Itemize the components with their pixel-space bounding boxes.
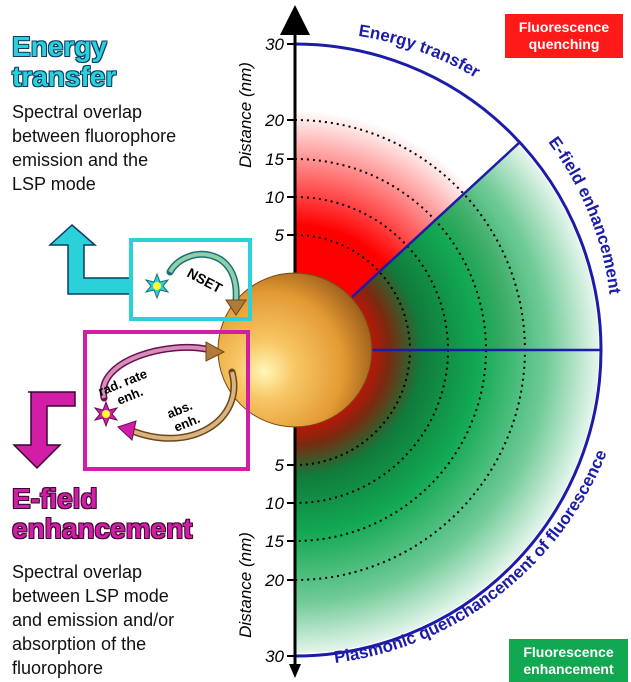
axis-ticks: 5 5 10 10 15 15 20 20 30 30 — [264, 35, 295, 666]
energy-transfer-arrow-icon — [48, 223, 131, 295]
nset-inset-box — [129, 238, 252, 321]
energy-transfer-description: Spectral overlap between fluorophore emi… — [12, 102, 177, 194]
axis-tick-label-bottom-20: 20 — [264, 571, 284, 590]
axis-tick-label-top-30: 30 — [265, 35, 284, 54]
axis-tick-label-bottom-30: 30 — [265, 647, 284, 666]
nset-arrowhead-icon — [225, 299, 247, 316]
abs-arrowhead-icon — [117, 420, 137, 441]
sector-divider-upper — [351, 141, 521, 298]
efield-inset-box — [83, 330, 250, 471]
axis-tick-label-bottom-10: 10 — [265, 494, 284, 513]
quenching-legend-box: Fluorescence quenching — [505, 14, 623, 58]
axis-tick-label-top-5: 5 — [275, 226, 285, 245]
enhancement-legend-box: Fluorescence enhancement — [509, 639, 628, 682]
axis-label-bottom: Distance (nm) — [236, 532, 255, 638]
fluorophore-star-magenta-icon — [93, 400, 119, 428]
energy-transfer-heading: Energy transfer — [12, 31, 117, 92]
fluorophore-star-icon — [144, 272, 170, 300]
abs-label: abs. enh. — [165, 396, 204, 435]
nset-label: NSET — [185, 265, 226, 297]
axis-tick-label-bottom-15: 15 — [265, 532, 284, 551]
efield-arrow-icon — [12, 391, 76, 470]
arc-label-energy-transfer: Energy transfer — [357, 21, 483, 82]
axis-tick-label-top-10: 10 — [265, 188, 284, 207]
efield-enhancement-heading: E-field enhancement — [12, 483, 193, 544]
efield-enhancement-description: Spectral overlap between LSP mode and em… — [12, 562, 175, 678]
axis-tick-label-top-20: 20 — [264, 111, 284, 130]
nanoparticle-sphere — [217, 272, 373, 428]
axis-tick-label-top-15: 15 — [265, 150, 284, 169]
axis-label-top: Distance (nm) — [236, 62, 255, 168]
enhancement-region — [295, 144, 599, 654]
axis-arrow-bottom — [289, 664, 301, 678]
axis-tick-label-bottom-5: 5 — [275, 456, 285, 475]
